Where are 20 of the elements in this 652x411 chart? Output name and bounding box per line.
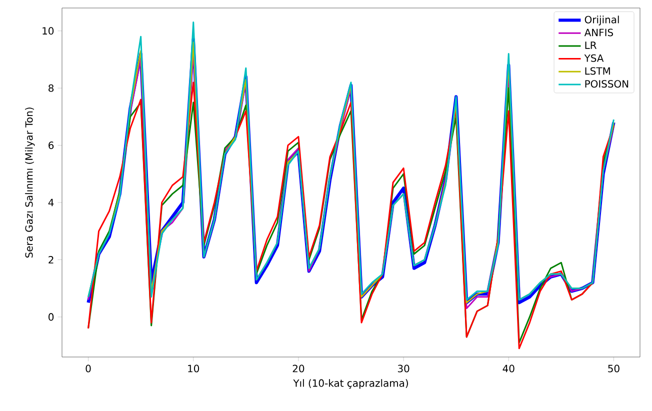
y-axis-title: Sera Gazı Salınımı (Milyar Ton) bbox=[25, 108, 35, 258]
y-tick-label: 2 bbox=[48, 256, 54, 264]
x-tick-label: 50 bbox=[608, 364, 620, 372]
y-tick-label: 8 bbox=[48, 84, 54, 92]
legend-label: Orijinal bbox=[584, 16, 619, 26]
legend-label: LSTM bbox=[585, 67, 610, 75]
x-tick-label: 0 bbox=[86, 364, 91, 372]
x-tick-label: 40 bbox=[502, 364, 514, 372]
y-tick-label: 6 bbox=[48, 142, 54, 150]
x-tick-label: 10 bbox=[188, 364, 200, 372]
legend-label: POISSON bbox=[585, 80, 628, 88]
y-tick-label: 0 bbox=[48, 313, 54, 321]
legend-label: LR bbox=[585, 42, 597, 49]
legend-label: ANFIS bbox=[584, 28, 614, 36]
y-tick-label: 10 bbox=[42, 27, 54, 35]
legend-label: YSA bbox=[584, 54, 604, 62]
x-axis-title: Yıl (10-kat çaprazlama) bbox=[293, 379, 408, 389]
x-tick-label: 30 bbox=[398, 364, 410, 372]
x-tick-label: 20 bbox=[292, 364, 304, 372]
y-tick-label: 4 bbox=[48, 198, 54, 206]
